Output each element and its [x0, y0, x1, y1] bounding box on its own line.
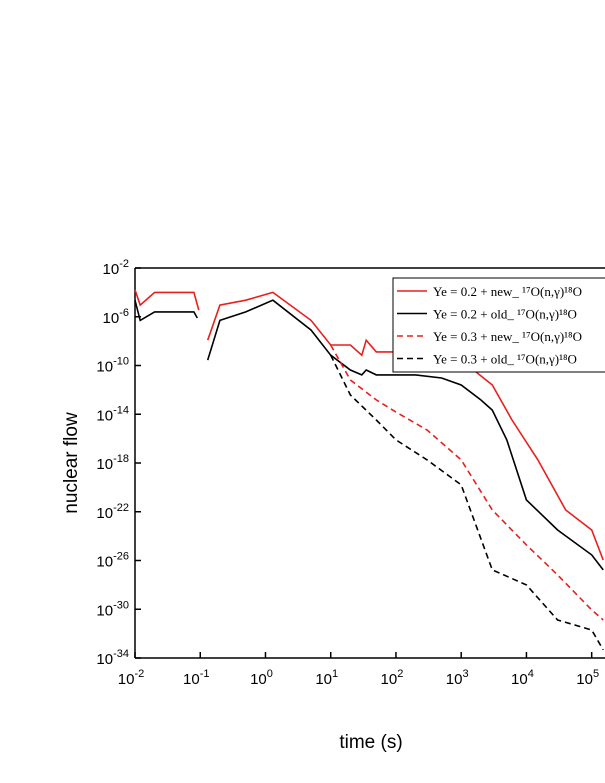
y-tick-label: 10-10	[96, 356, 129, 376]
legend-box	[392, 277, 605, 373]
x-tick-label: 105	[576, 668, 599, 688]
y-tick-label: 10-30	[96, 599, 129, 619]
y-tick-label: 10-14	[96, 404, 129, 424]
legend-label: Ye = 0.3 + old_ ¹⁷O(n,γ)¹⁸O	[433, 352, 577, 367]
series-line	[134, 300, 198, 322]
x-tick-label: 101	[315, 668, 338, 688]
y-tick-label: 10-2	[103, 258, 129, 278]
x-tick-label: 103	[446, 668, 469, 688]
y-tick-label: 10-18	[96, 453, 129, 473]
legend-label: Ye = 0.2 + old_ ¹⁷O(n,γ)¹⁸O	[433, 307, 577, 322]
y-tick-label: 10-26	[96, 551, 129, 571]
y-tick-label: 10-6	[103, 307, 129, 327]
y-axis-label: nuclear flow	[61, 412, 82, 514]
x-tick-label: 10-2	[118, 668, 144, 688]
y-tick-label: 10-22	[96, 502, 129, 522]
y-tick-label: 10-34	[96, 648, 129, 668]
series-line	[329, 354, 604, 651]
x-tick-label: 10-1	[183, 668, 209, 688]
x-tick-label: 102	[381, 668, 404, 688]
x-tick-label: 100	[250, 668, 273, 688]
series-line	[206, 299, 604, 571]
x-tick-label: 104	[511, 668, 534, 688]
series-line	[330, 344, 604, 621]
legend-label: Ye = 0.2 + new_ ¹⁷O(n,γ)¹⁸O	[433, 284, 582, 299]
series-line	[134, 289, 200, 311]
x-axis-label: time (s)	[339, 732, 402, 753]
series-line	[206, 291, 604, 561]
legend-label: Ye = 0.3 + new_ ¹⁷O(n,γ)¹⁸O	[433, 329, 582, 344]
